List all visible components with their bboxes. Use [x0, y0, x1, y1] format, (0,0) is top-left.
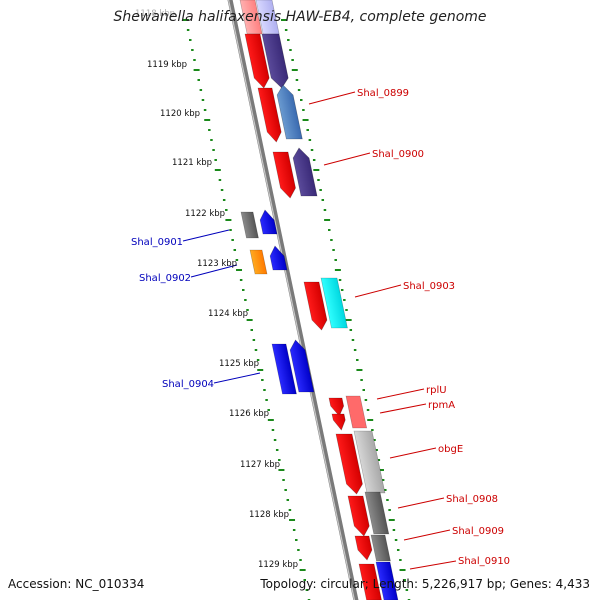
- gene-arrow-red[interactable]: [347, 495, 371, 537]
- gene-label[interactable]: Shal_0899: [357, 88, 409, 99]
- gene-arrow-red[interactable]: [244, 33, 271, 89]
- accession-text: Accession: NC_010334: [8, 577, 145, 591]
- leader-line: [308, 91, 356, 105]
- leader-line: [403, 529, 451, 541]
- gene-arrow-red[interactable]: [335, 433, 365, 495]
- gene-arrow-blue[interactable]: [258, 209, 278, 235]
- leader-line: [354, 284, 402, 298]
- gene-arrow-red[interactable]: [331, 413, 347, 431]
- kbp-label: 1122 kbp: [185, 209, 225, 219]
- gene-arrow-red[interactable]: [303, 281, 329, 331]
- kbp-label: 1121 kbp: [172, 158, 212, 168]
- kbp-label: 1119 kbp: [147, 60, 187, 70]
- genome-backbone-highlight: [227, 0, 356, 600]
- gene-feature-blue[interactable]: [271, 343, 297, 395]
- gene-label[interactable]: obgE: [438, 444, 463, 455]
- kbp-label: 1129 kbp: [258, 560, 298, 570]
- leader-line: [182, 229, 230, 242]
- gene-arrow-purple[interactable]: [261, 33, 290, 89]
- leader-line: [323, 152, 371, 166]
- gene-labels: Shal_0899 Shal_0900 Shal_0903 rplU rpmA …: [131, 88, 510, 567]
- gene-feature-gray[interactable]: [370, 534, 391, 562]
- gene-label[interactable]: Shal_0900: [372, 149, 424, 160]
- genome-backbone: [227, 0, 359, 600]
- gene-label[interactable]: Shal_0909: [452, 526, 504, 537]
- label-leader-lines: [182, 91, 457, 570]
- leader-line: [376, 388, 425, 400]
- kbp-label: 1127 kbp: [240, 460, 280, 470]
- gene-arrow-red[interactable]: [354, 535, 374, 561]
- kbp-label: 1128 kbp: [249, 510, 289, 520]
- gene-arrow-blue[interactable]: [288, 339, 315, 393]
- topology-summary: Topology: circular; Length: 5,226,917 bp…: [260, 577, 590, 591]
- gene-feature-blue[interactable]: [375, 561, 399, 600]
- gene-label[interactable]: Shal_0901: [131, 237, 183, 248]
- gene-arrow-red[interactable]: [257, 87, 283, 143]
- gene-feature-gray[interactable]: [364, 491, 390, 535]
- gene-feature-salmon[interactable]: [345, 395, 368, 429]
- kbp-label: 1126 kbp: [229, 409, 269, 419]
- gene-label[interactable]: Shal_0904: [162, 379, 214, 390]
- kbp-label: 1118 kbp: [135, 9, 175, 19]
- gene-arrow-purple[interactable]: [291, 147, 318, 197]
- gene-label[interactable]: rpmA: [428, 400, 455, 411]
- gene-arrow-red[interactable]: [272, 151, 298, 199]
- gene-feature-gray[interactable]: [240, 211, 259, 239]
- leader-line: [389, 447, 437, 459]
- leader-line: [409, 560, 457, 570]
- kbp-label: 1125 kbp: [219, 359, 259, 369]
- gene-label[interactable]: Shal_0910: [458, 556, 510, 567]
- gene-feature-orange[interactable]: [249, 249, 268, 275]
- leader-line: [379, 403, 427, 414]
- kbp-label: 1123 kbp: [197, 259, 237, 269]
- leader-line: [213, 372, 261, 384]
- leader-line: [190, 264, 238, 278]
- gene-features: [239, 0, 399, 600]
- gene-label[interactable]: Shal_0902: [139, 273, 191, 284]
- gene-feature-red[interactable]: [358, 563, 382, 600]
- gene-arrow-blue[interactable]: [268, 245, 288, 271]
- gene-label[interactable]: Shal_0903: [403, 281, 455, 292]
- gene-arrow-red[interactable]: [328, 397, 346, 417]
- leader-line: [397, 497, 445, 509]
- genome-title: Shewanella halifaxensis HAW-EB4, complet…: [113, 9, 487, 25]
- gene-feature-cyan[interactable]: [320, 277, 348, 329]
- kbp-labels: 1118 kbp 1119 kbp 1120 kbp 1121 kbp 1122…: [135, 9, 298, 570]
- gene-arrow-steel[interactable]: [275, 84, 303, 140]
- kbp-label: 1124 kbp: [208, 309, 248, 319]
- gene-label[interactable]: Shal_0908: [446, 494, 498, 505]
- gene-label[interactable]: rplU: [426, 385, 447, 396]
- kbp-label: 1120 kbp: [160, 109, 200, 119]
